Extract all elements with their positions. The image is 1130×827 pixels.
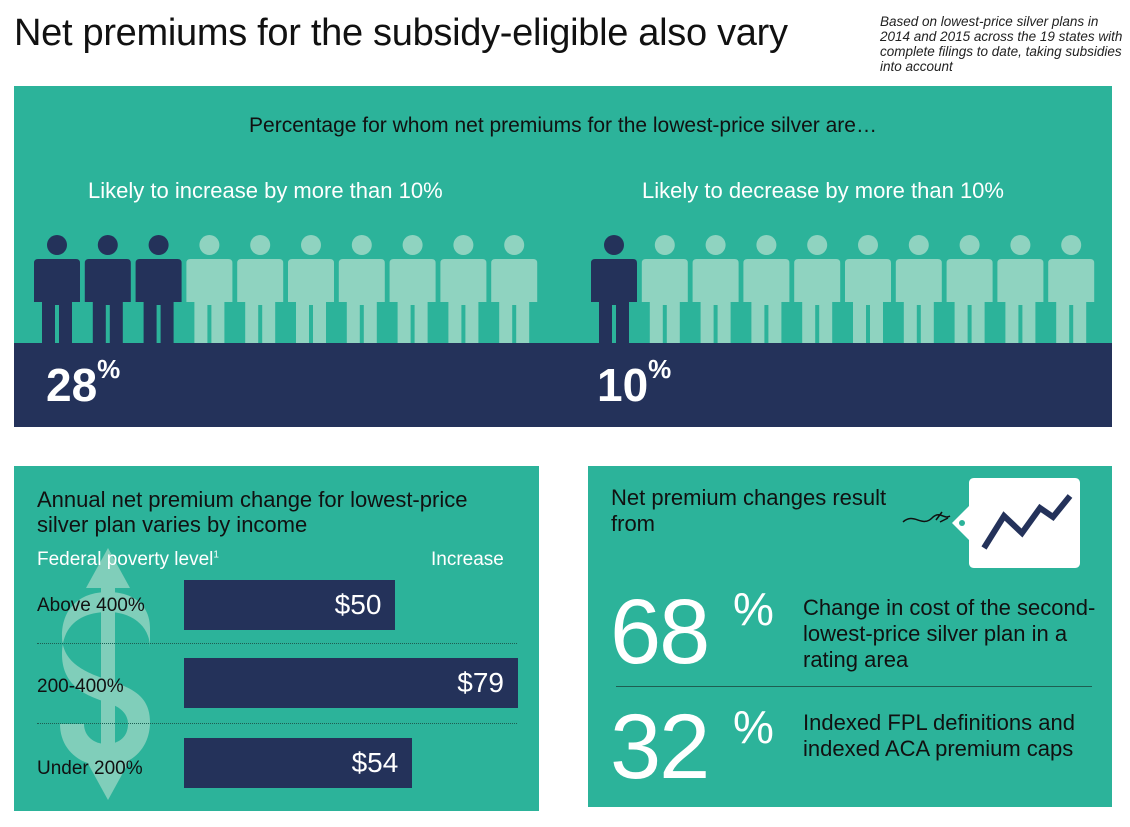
increase-figure-6 (288, 235, 334, 343)
share-value-cost: 68 (610, 581, 710, 683)
increase-column-header: Increase (431, 549, 504, 570)
decrease-figure-2 (641, 235, 688, 343)
decrease-figure-5 (794, 235, 841, 343)
increase-figure-2 (84, 235, 131, 343)
increase-figure-9 (440, 235, 487, 343)
share-desc-indexing: Indexed FPL definitions and indexed ACA … (803, 710, 1075, 761)
share-unit-indexing: % (733, 701, 774, 753)
fpl-footnote-marker: 1 (213, 549, 219, 561)
row-divider (37, 643, 517, 644)
increase-figure-5 (237, 235, 284, 343)
bar-value-above-400: $50 (334, 589, 382, 620)
bar-200-400: $79 (184, 658, 518, 708)
decrease-figures (591, 235, 1095, 343)
increase-figure-10 (491, 235, 538, 343)
increase-figure-8 (389, 235, 436, 343)
people-pictogram (34, 235, 1095, 343)
increase-figure-7 (338, 235, 385, 343)
increase-label: Likely to increase by more than 10% (88, 178, 443, 203)
decrease-figure-4 (743, 235, 790, 343)
source-note: Based on lowest-price silver plans in 20… (880, 14, 1123, 74)
decrease-figure-7 (895, 235, 942, 343)
increase-figure-4 (186, 235, 233, 343)
increase-unit: % (97, 354, 121, 384)
sources-heading: Net premium changes result from (611, 485, 887, 536)
share-value-indexing: 32 (610, 696, 710, 798)
decrease-unit: % (648, 354, 672, 384)
share-desc-cost: Change in cost of the second-lowest-pric… (803, 595, 1096, 672)
increase-figures (34, 235, 538, 343)
decrease-figure-6 (845, 235, 891, 343)
bar-under-200: $54 (184, 738, 413, 788)
row-divider (37, 723, 517, 724)
pictogram-band (14, 343, 1112, 427)
decrease-label: Likely to decrease by more than 10% (642, 178, 1004, 203)
decrease-value: 10% (597, 354, 671, 412)
bar-value-200-400: $79 (457, 667, 504, 698)
page-title: Net premiums for the subsidy-eligible al… (14, 12, 788, 54)
decrease-figure-10 (1048, 235, 1095, 343)
fpl-column-header: Federal poverty level1 (37, 549, 219, 571)
bar-value-under-200: $54 (351, 747, 399, 778)
increase-figure-3 (135, 235, 182, 343)
share-divider (616, 686, 1092, 687)
decrease-figure-3 (692, 235, 739, 343)
increase-figure-1 (34, 235, 80, 343)
row-label-under-200: Under 200% (37, 758, 143, 779)
bar-above-400: $50 (184, 580, 396, 630)
decrease-number: 10 (597, 359, 649, 411)
decrease-figure-8 (946, 235, 993, 343)
decrease-figure-1 (591, 235, 637, 343)
increase-value: 28% (46, 354, 120, 412)
income-heading: Annual net premium change for lowest-pri… (37, 487, 468, 537)
fpl-header-text: Federal poverty level (37, 549, 214, 570)
pictogram-heading: Percentage for whom net premiums for the… (249, 114, 877, 137)
row-label-200-400: 200-400% (37, 676, 124, 697)
share-unit-cost: % (733, 583, 774, 635)
row-label-above-400: Above 400% (37, 595, 145, 616)
increase-number: 28 (46, 359, 98, 411)
decrease-figure-9 (997, 235, 1044, 343)
